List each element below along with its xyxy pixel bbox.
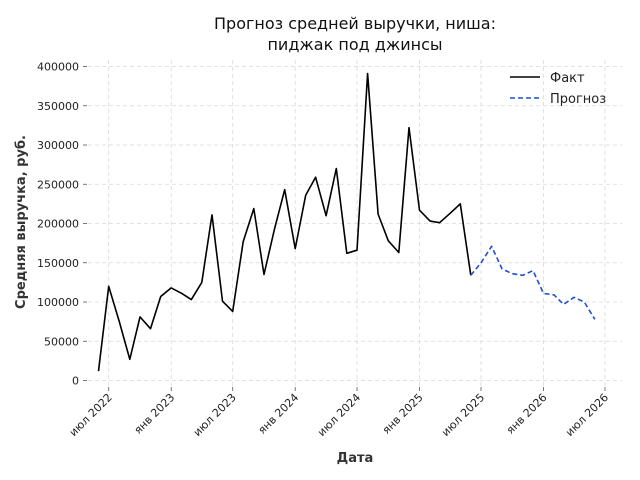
chart-title-line-1: Прогноз средней выручки, ниша: xyxy=(214,14,496,33)
y-axis-label: Средняя выручка, руб. xyxy=(14,135,29,309)
series-lines xyxy=(97,72,596,372)
y-tick-label: 350000 xyxy=(37,100,79,113)
x-tick-label: янв 2023 xyxy=(132,391,178,437)
x-tick-label: июл 2026 xyxy=(563,391,611,439)
chart-title-line-2: пиджак под джинсы xyxy=(267,35,442,54)
y-tick-label: 250000 xyxy=(37,178,79,191)
series-line-fact xyxy=(97,72,472,372)
x-tick-label: июл 2025 xyxy=(439,391,487,439)
y-tick-label: 400000 xyxy=(37,61,79,74)
x-tick-label: янв 2026 xyxy=(504,391,550,437)
legend-label-forecast: Прогноз xyxy=(550,92,606,107)
series-line-forecast xyxy=(470,245,596,320)
y-tick-label: 200000 xyxy=(37,218,79,231)
grid xyxy=(88,60,622,388)
y-tick-label: 150000 xyxy=(37,257,79,270)
y-tick-label: 50000 xyxy=(44,335,79,348)
x-axis-ticks: июл 2022 янв 2023 июл 2023 янв 2024 июл 2024… xyxy=(67,387,611,439)
x-axis-label: Дата xyxy=(337,451,374,466)
x-tick-label: июл 2024 xyxy=(315,391,363,439)
y-tick-label: 100000 xyxy=(37,296,79,309)
y-axis-ticks: 0 50000 100000 150000 200000 250000 300000 3500… xyxy=(37,61,87,388)
y-tick-label: 300000 xyxy=(37,139,79,152)
x-tick-label: июл 2023 xyxy=(191,391,239,439)
x-tick-label: июл 2022 xyxy=(67,391,115,439)
x-tick-label: янв 2025 xyxy=(380,391,426,437)
y-tick-label: 0 xyxy=(72,375,79,388)
legend: Факт Прогноз xyxy=(510,71,606,107)
x-tick-label: янв 2024 xyxy=(256,391,302,437)
legend-label-fact: Факт xyxy=(550,71,585,86)
